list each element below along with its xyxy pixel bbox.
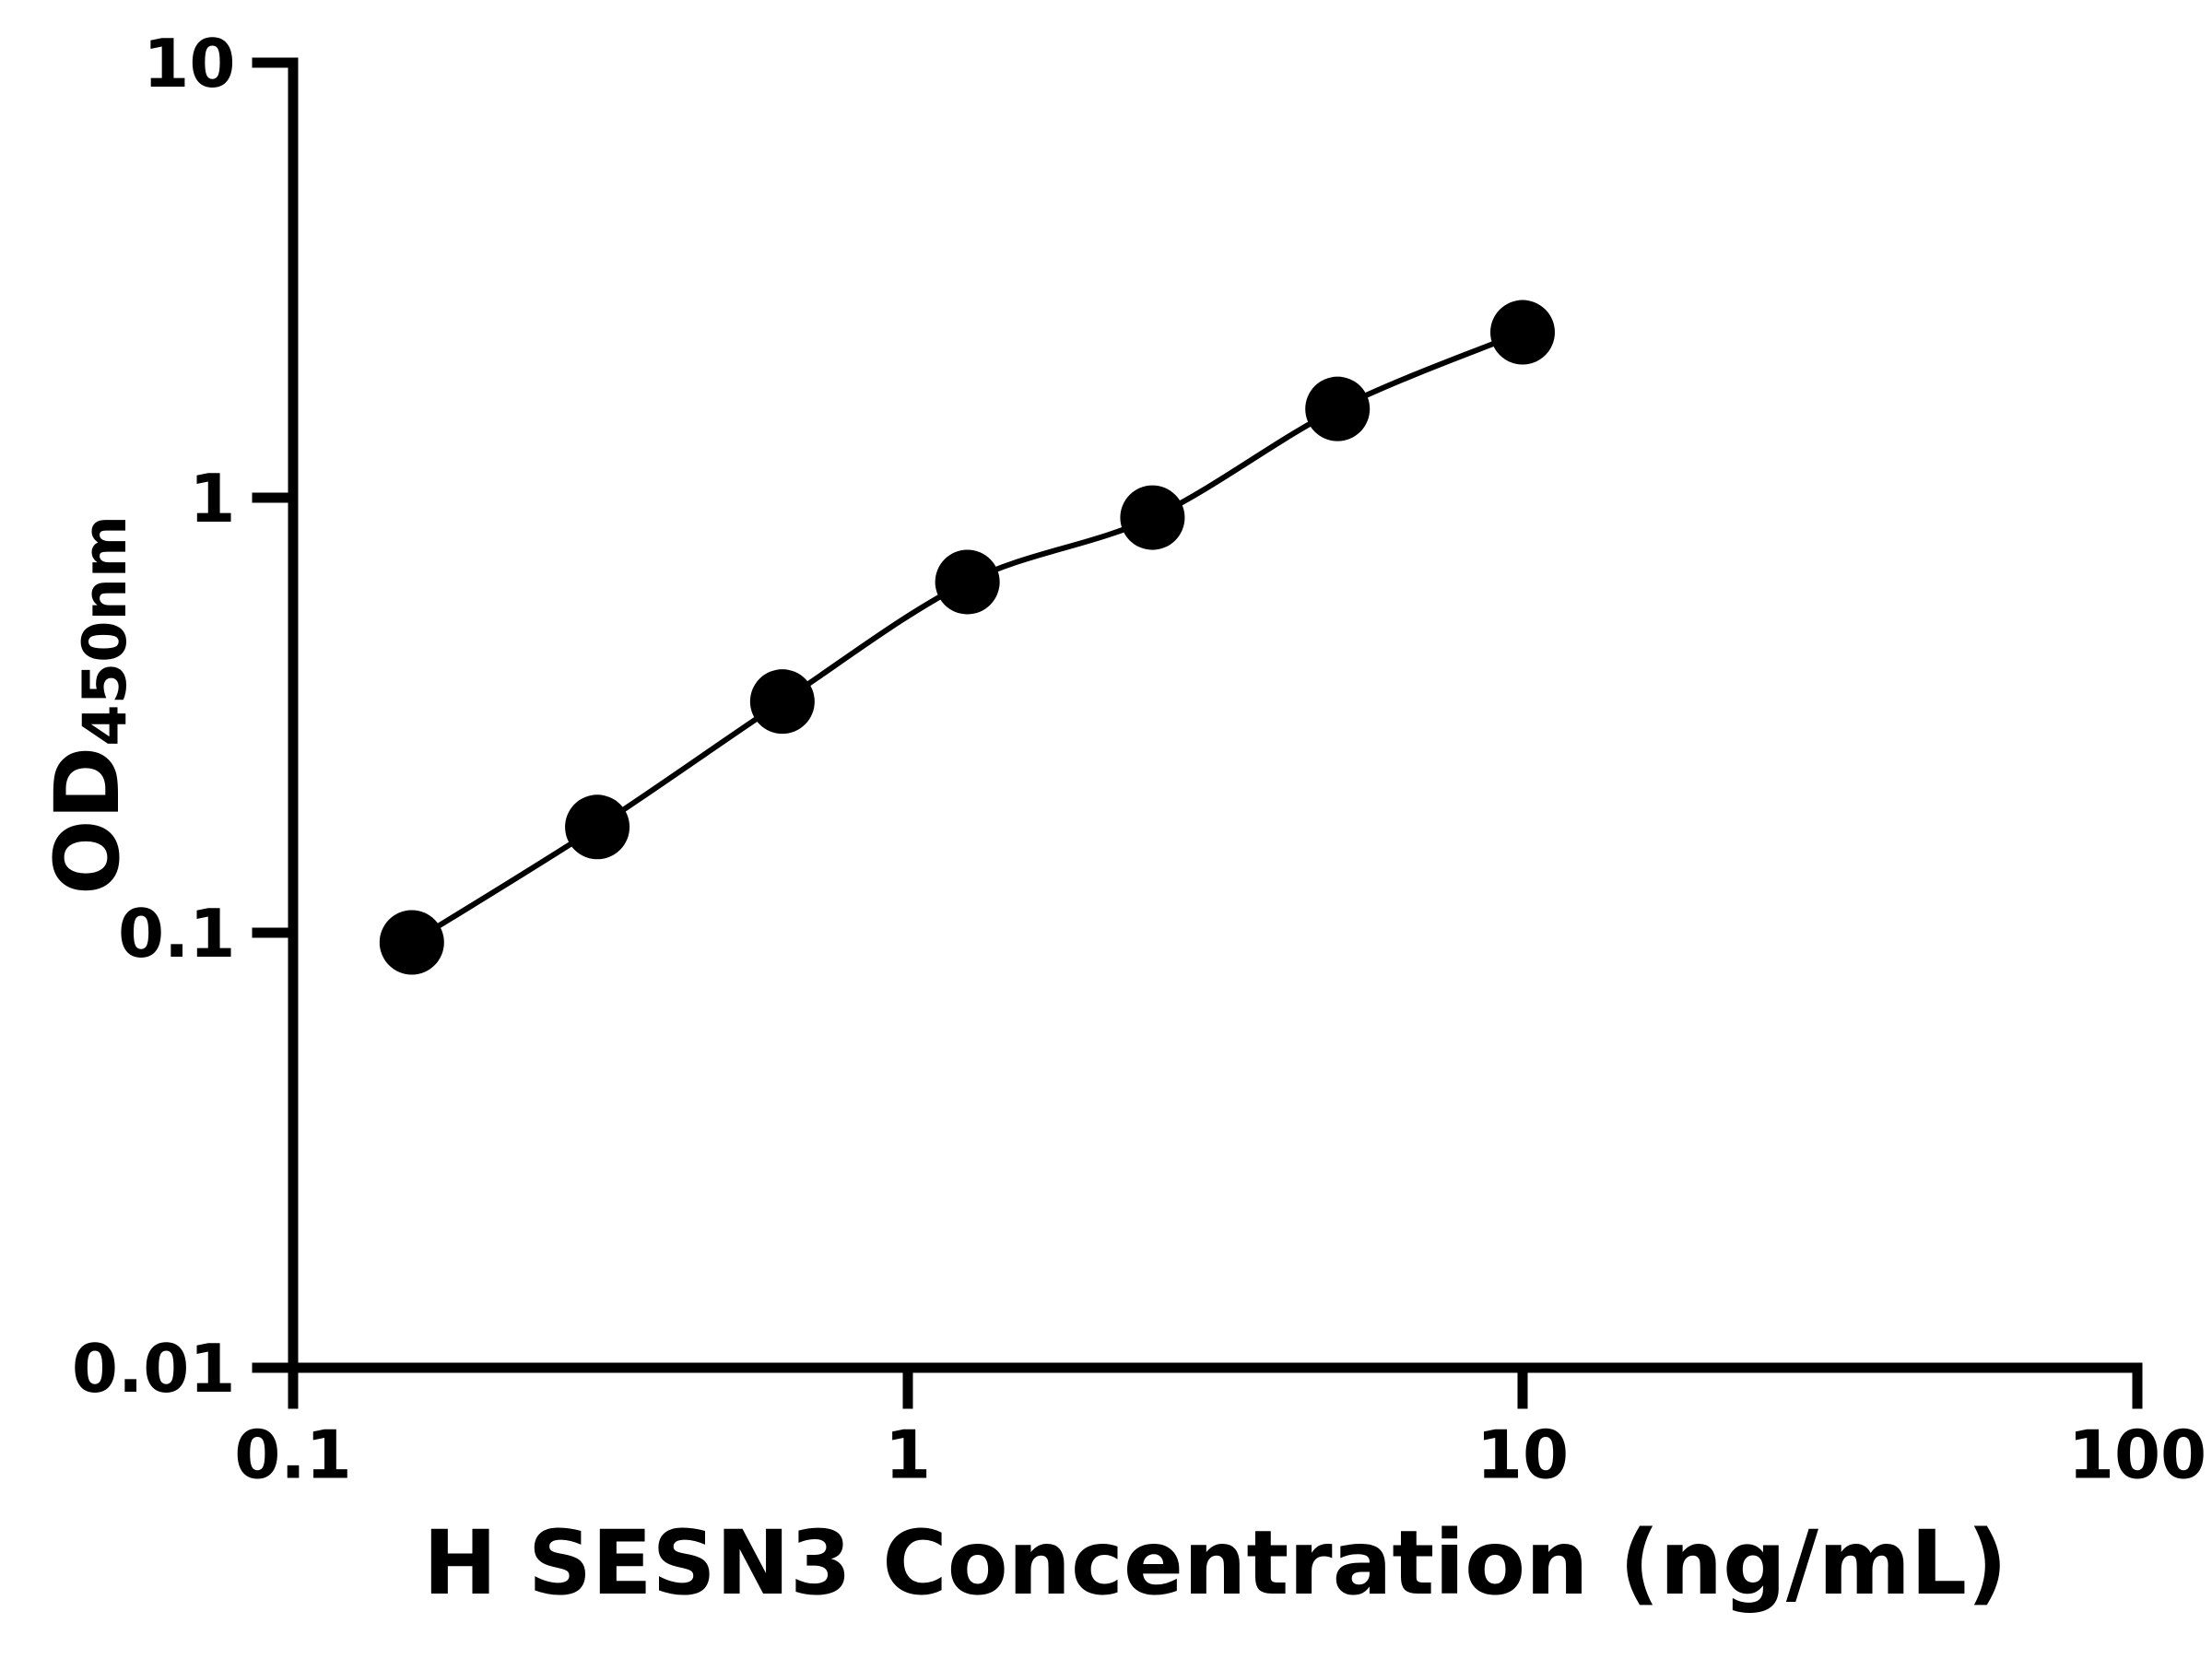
axis-lines xyxy=(288,57,2143,1373)
data-point xyxy=(379,910,444,975)
y-axis-label-main: OD xyxy=(36,746,139,896)
x-axis-tick-label: 1 xyxy=(885,1417,931,1494)
data-point xyxy=(565,794,630,860)
y-axis-label: OD450nm xyxy=(36,514,140,896)
x-axis-tick-label: 100 xyxy=(2068,1417,2206,1494)
data-point xyxy=(749,669,815,735)
y-axis-tick-label: 10 xyxy=(143,25,235,102)
y-axis-tick-label: 0.1 xyxy=(118,895,236,972)
x-axis-tick-label: 0.1 xyxy=(234,1417,352,1494)
data-point xyxy=(935,549,1000,615)
data-point xyxy=(1305,376,1371,441)
y-axis-tick-label: 0.01 xyxy=(72,1330,236,1407)
y-axis-label-subscript: 450nm xyxy=(69,514,140,747)
x-axis-tick-label: 10 xyxy=(1477,1417,1569,1494)
data-point xyxy=(1490,300,1555,365)
x-axis-label: H SESN3 Concentration (ng/mL) xyxy=(423,1512,2007,1615)
data-point xyxy=(1120,485,1185,550)
y-axis-tick-label: 1 xyxy=(189,460,235,537)
